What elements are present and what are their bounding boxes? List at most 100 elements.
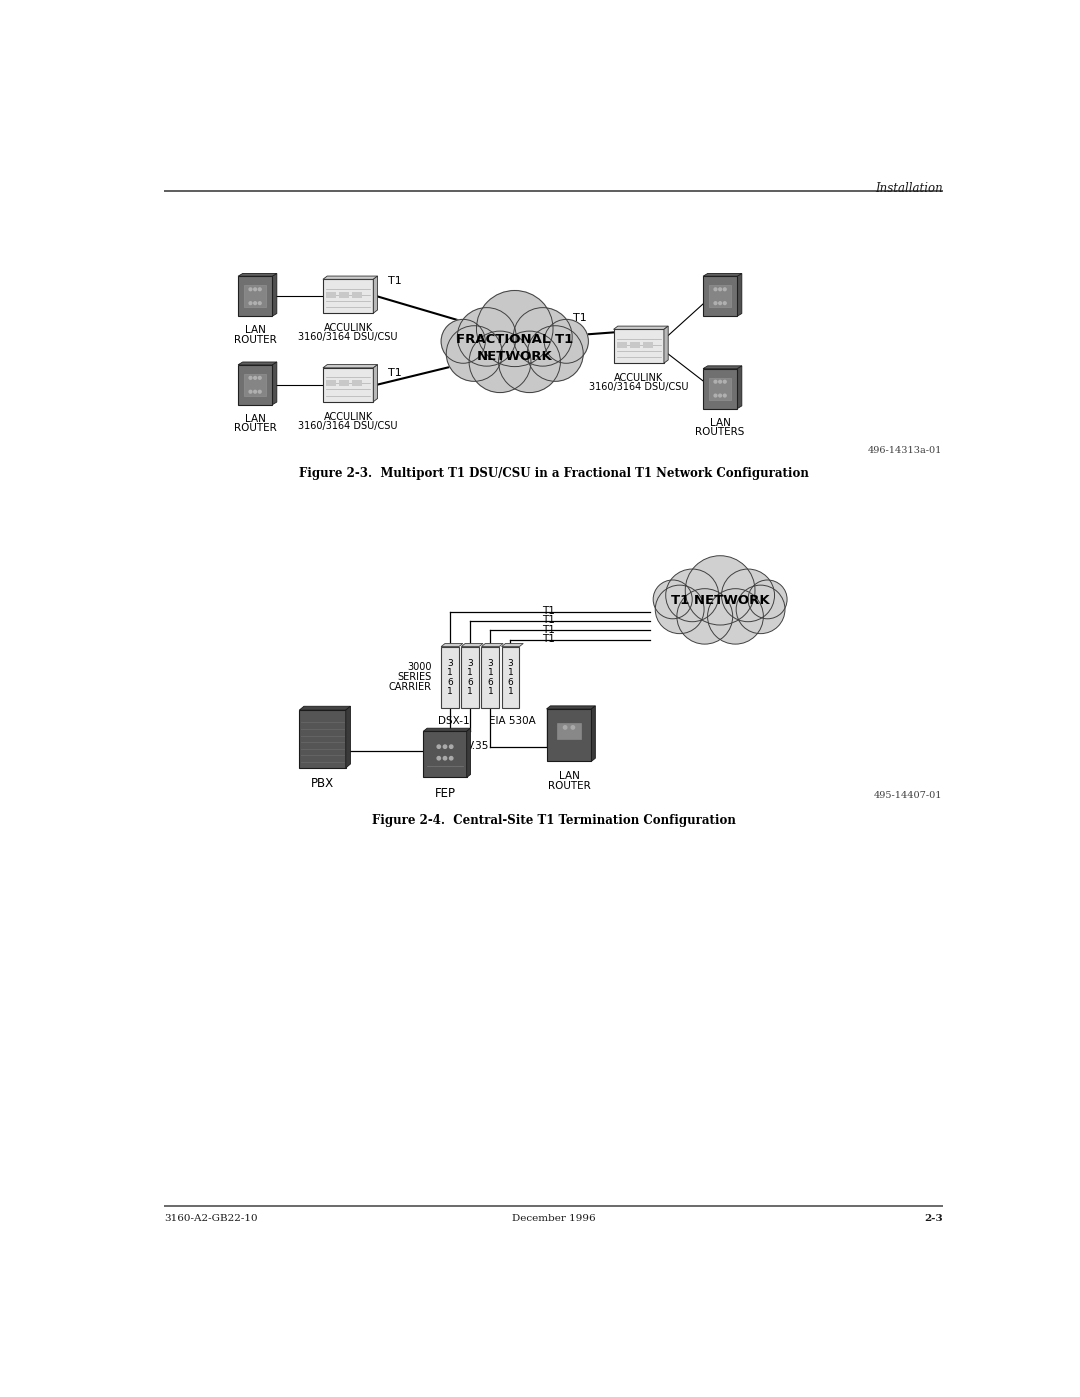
FancyBboxPatch shape xyxy=(244,374,266,395)
Text: 6: 6 xyxy=(468,678,473,686)
Circle shape xyxy=(258,288,261,291)
Text: 3160/3164 DSU/CSU: 3160/3164 DSU/CSU xyxy=(589,383,689,393)
Text: T1 NETWORK: T1 NETWORK xyxy=(671,594,769,606)
FancyBboxPatch shape xyxy=(613,330,664,363)
FancyBboxPatch shape xyxy=(710,377,731,400)
Circle shape xyxy=(571,725,575,729)
FancyBboxPatch shape xyxy=(482,647,499,708)
FancyBboxPatch shape xyxy=(501,647,519,708)
Text: FEP: FEP xyxy=(434,787,456,799)
Circle shape xyxy=(449,757,453,760)
FancyBboxPatch shape xyxy=(326,380,336,387)
Text: Figure 2-3.  Multiport T1 DSU/CSU in a Fractional T1 Network Configuration: Figure 2-3. Multiport T1 DSU/CSU in a Fr… xyxy=(298,467,809,481)
Circle shape xyxy=(258,390,261,393)
Polygon shape xyxy=(482,644,503,647)
Text: SERIES: SERIES xyxy=(397,672,432,682)
Circle shape xyxy=(724,288,726,291)
Text: ACCULINK: ACCULINK xyxy=(615,373,663,383)
Text: 3000: 3000 xyxy=(407,662,432,672)
Text: ACCULINK: ACCULINK xyxy=(324,412,373,422)
Text: 3: 3 xyxy=(447,659,453,668)
Polygon shape xyxy=(299,707,350,710)
FancyBboxPatch shape xyxy=(643,342,653,348)
Text: ROUTER: ROUTER xyxy=(233,423,276,433)
Circle shape xyxy=(665,569,718,622)
FancyBboxPatch shape xyxy=(299,710,346,768)
Polygon shape xyxy=(703,274,742,277)
Circle shape xyxy=(714,288,717,291)
Circle shape xyxy=(685,556,755,624)
Text: T1: T1 xyxy=(389,275,402,286)
Circle shape xyxy=(254,288,257,291)
Polygon shape xyxy=(703,366,742,369)
FancyBboxPatch shape xyxy=(244,285,266,307)
Text: DSX-1: DSX-1 xyxy=(438,715,470,726)
Circle shape xyxy=(249,302,252,305)
Polygon shape xyxy=(592,705,595,761)
Circle shape xyxy=(718,380,721,383)
Text: 496-14313a-01: 496-14313a-01 xyxy=(868,447,943,455)
Circle shape xyxy=(443,745,447,749)
FancyBboxPatch shape xyxy=(703,277,738,316)
Circle shape xyxy=(707,588,764,644)
Circle shape xyxy=(249,390,252,393)
Polygon shape xyxy=(346,707,350,768)
FancyBboxPatch shape xyxy=(238,277,272,316)
Text: ACCULINK: ACCULINK xyxy=(324,323,373,332)
Circle shape xyxy=(656,585,704,634)
Circle shape xyxy=(443,757,447,760)
Polygon shape xyxy=(323,365,378,367)
Text: T1: T1 xyxy=(542,616,555,626)
Polygon shape xyxy=(461,644,483,647)
FancyBboxPatch shape xyxy=(703,369,738,409)
Circle shape xyxy=(653,580,692,619)
Text: 3160/3164 DSU/CSU: 3160/3164 DSU/CSU xyxy=(298,332,397,342)
Circle shape xyxy=(258,302,261,305)
Circle shape xyxy=(724,394,726,397)
Text: 3: 3 xyxy=(487,659,494,668)
Text: 3160/3164 DSU/CSU: 3160/3164 DSU/CSU xyxy=(298,420,397,430)
Text: T1: T1 xyxy=(542,606,555,616)
Text: V.35: V.35 xyxy=(467,740,489,750)
FancyBboxPatch shape xyxy=(630,342,640,348)
Circle shape xyxy=(724,302,726,305)
Polygon shape xyxy=(374,277,378,313)
Text: NETWORK: NETWORK xyxy=(477,349,553,363)
Text: 6: 6 xyxy=(487,678,494,686)
Text: 1: 1 xyxy=(487,687,494,696)
Text: T1: T1 xyxy=(542,624,555,634)
Text: 2-3: 2-3 xyxy=(923,1214,943,1222)
Circle shape xyxy=(249,376,252,379)
Text: 3: 3 xyxy=(468,659,473,668)
Circle shape xyxy=(718,394,721,397)
Polygon shape xyxy=(738,274,742,316)
Text: T1: T1 xyxy=(542,634,555,644)
Text: LAN: LAN xyxy=(245,326,266,335)
Circle shape xyxy=(677,588,732,644)
FancyBboxPatch shape xyxy=(238,365,272,405)
FancyBboxPatch shape xyxy=(339,292,349,298)
Text: V.35: V.35 xyxy=(443,740,465,750)
Text: PBX: PBX xyxy=(311,778,334,791)
FancyBboxPatch shape xyxy=(423,731,467,778)
Polygon shape xyxy=(423,728,471,731)
Text: FRACTIONAL T1: FRACTIONAL T1 xyxy=(456,332,573,346)
Polygon shape xyxy=(664,326,669,363)
FancyBboxPatch shape xyxy=(556,724,581,739)
Polygon shape xyxy=(441,644,463,647)
Circle shape xyxy=(457,307,516,366)
Circle shape xyxy=(748,580,787,619)
Text: Installation: Installation xyxy=(875,182,943,194)
Text: LAN: LAN xyxy=(558,771,580,781)
Circle shape xyxy=(737,585,785,634)
Circle shape xyxy=(718,302,721,305)
FancyBboxPatch shape xyxy=(546,708,592,761)
Text: EIA 530A: EIA 530A xyxy=(488,715,536,726)
Text: 3: 3 xyxy=(508,659,513,668)
Text: December 1996: December 1996 xyxy=(512,1214,595,1222)
Text: T1: T1 xyxy=(389,369,402,379)
Circle shape xyxy=(513,307,572,366)
Text: CARRIER: CARRIER xyxy=(389,682,432,692)
FancyBboxPatch shape xyxy=(352,292,363,298)
FancyBboxPatch shape xyxy=(339,380,349,387)
